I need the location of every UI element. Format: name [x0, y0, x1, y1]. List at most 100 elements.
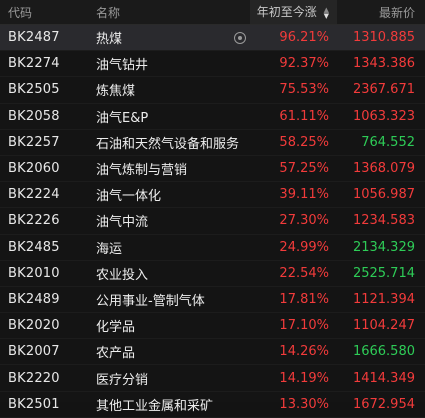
- header-code[interactable]: 代码: [8, 5, 33, 20]
- table-row[interactable]: BK2224 油气一体化 39.11% 1056.987: [0, 182, 425, 209]
- ytd-change: 58.25%: [279, 134, 329, 150]
- sector-name-label: 油气中流: [96, 215, 149, 231]
- latest-price: 1368.079: [352, 161, 415, 177]
- sector-name-label: 医疗分销: [96, 372, 149, 388]
- table-row[interactable]: BK2010 农业投入 22.54% 2525.714: [0, 261, 425, 287]
- latest-price: 1056.987: [352, 187, 415, 203]
- sector-name: 油气一体化: [88, 185, 250, 204]
- sector-name: 农业投入: [88, 264, 250, 283]
- table-row[interactable]: BK2489 公用事业-管制气体 17.81% 1121.394: [0, 287, 425, 314]
- latest-price: 1672.954: [352, 396, 415, 412]
- latest-price: 1104.247: [352, 318, 415, 334]
- sector-name-label: 化学品: [96, 320, 136, 336]
- latest-price: 764.552: [361, 134, 415, 150]
- header-name[interactable]: 名称: [88, 4, 250, 21]
- sector-code: BK2226: [8, 213, 60, 229]
- sector-name: 其他工业金属和采矿: [88, 395, 250, 414]
- table-row[interactable]: BK2058 油气E&P 61.11% 1063.323: [0, 104, 425, 130]
- sector-name: 海运: [88, 238, 250, 257]
- ytd-change: 39.11%: [279, 187, 329, 203]
- table-row[interactable]: BK2007 农产品 14.26% 1666.580: [0, 339, 425, 366]
- latest-price: 1310.885: [352, 30, 415, 46]
- ytd-change: 61.11%: [279, 108, 329, 124]
- latest-price: 2367.671: [352, 82, 415, 98]
- ytd-change: 75.53%: [279, 82, 329, 98]
- table-row[interactable]: BK2257 石油和天然气设备和服务 58.25% 764.552: [0, 130, 425, 156]
- sector-code: BK2224: [8, 187, 60, 203]
- table-row[interactable]: BK2060 油气炼制与营销 57.25% 1368.079: [0, 156, 425, 183]
- ytd-change: 24.99%: [279, 239, 329, 255]
- ytd-change: 17.10%: [279, 318, 329, 334]
- sector-name-label: 石油和天然气设备和服务: [96, 136, 240, 152]
- sector-name: 油气E&P: [88, 107, 250, 126]
- sector-code: BK2257: [8, 134, 60, 150]
- latest-price: 1414.349: [352, 370, 415, 386]
- table-row[interactable]: BK2220 医疗分销 14.19% 1414.349: [0, 365, 425, 392]
- sector-code: BK2501: [8, 396, 60, 412]
- latest-price: 1666.580: [352, 344, 415, 360]
- sector-code: BK2058: [8, 108, 60, 124]
- sector-name: 油气中流: [88, 211, 250, 230]
- table-header: 代码 名称 年初至今涨 ▲ ▼ 最新价: [0, 0, 425, 25]
- latest-price: 1234.583: [352, 213, 415, 229]
- latest-price: 1063.323: [352, 108, 415, 124]
- latest-price: 1121.394: [352, 291, 415, 307]
- sector-name-label: 公用事业-管制气体: [96, 293, 205, 309]
- table-row[interactable]: BK2505 炼焦煤 75.53% 2367.671: [0, 77, 425, 104]
- table-row[interactable]: BK2485 海运 24.99% 2134.329: [0, 235, 425, 261]
- sector-name: 医疗分销: [88, 369, 250, 388]
- sector-name-label: 油气E&P: [96, 110, 149, 126]
- sector-code: BK2060: [8, 161, 60, 177]
- sector-name-label: 海运: [96, 241, 123, 257]
- sector-code: BK2505: [8, 82, 60, 98]
- header-latest-price[interactable]: 最新价: [378, 5, 415, 20]
- sector-code: BK2489: [8, 291, 60, 307]
- header-ytd-change[interactable]: 年初至今涨 ▲ ▼: [250, 0, 337, 24]
- table-body: BK2487 热煤 96.21% 1310.885 BK2274 油气钻井 92.37% 13…: [0, 25, 425, 418]
- ytd-change: 96.21%: [279, 30, 329, 46]
- sector-name: 公用事业-管制气体: [88, 290, 250, 309]
- sector-name: 化学品: [88, 316, 250, 335]
- sector-code: BK2020: [8, 318, 60, 334]
- latest-price: 2525.714: [352, 265, 415, 281]
- sector-name-label: 油气钻井: [96, 58, 149, 74]
- sector-code: BK2485: [8, 239, 60, 255]
- ytd-change: 14.26%: [279, 344, 329, 360]
- sector-name-label: 其他工业金属和采矿: [96, 398, 214, 414]
- sector-name-label: 油气炼制与营销: [96, 163, 188, 179]
- ytd-change: 27.30%: [279, 213, 329, 229]
- table-row[interactable]: BK2487 热煤 96.21% 1310.885: [0, 25, 425, 52]
- sort-arrows-icon: ▲ ▼: [323, 5, 329, 20]
- sector-name-label: 农业投入: [96, 267, 149, 283]
- ytd-change: 13.30%: [279, 396, 329, 412]
- ytd-change: 57.25%: [279, 161, 329, 177]
- sector-code: BK2010: [8, 265, 60, 281]
- sector-name-label: 热煤: [96, 32, 123, 48]
- ytd-change: 92.37%: [279, 56, 329, 72]
- sector-code: BK2274: [8, 56, 60, 72]
- sector-code: BK2220: [8, 370, 60, 386]
- sector-code: BK2007: [8, 344, 60, 360]
- latest-price: 2134.329: [352, 239, 415, 255]
- sector-name: 油气钻井: [88, 54, 250, 73]
- ytd-change: 17.81%: [279, 291, 329, 307]
- ytd-change: 14.19%: [279, 370, 329, 386]
- ytd-change: 22.54%: [279, 265, 329, 281]
- table-row[interactable]: BK2274 油气钻井 92.37% 1343.386: [0, 51, 425, 78]
- header-ytd-change-label: 年初至今涨: [256, 5, 317, 19]
- sector-name: 热煤: [88, 28, 250, 47]
- table-row[interactable]: BK2226 油气中流 27.30% 1234.583: [0, 208, 425, 235]
- sector-name: 油气炼制与营销: [88, 159, 250, 178]
- sector-name: 石油和天然气设备和服务: [88, 133, 250, 152]
- sector-name-label: 油气一体化: [96, 189, 162, 205]
- latest-price: 1343.386: [352, 56, 415, 72]
- table-row[interactable]: BK2501 其他工业金属和采矿 13.30% 1672.954: [0, 392, 425, 418]
- table-row[interactable]: BK2020 化学品 17.10% 1104.247: [0, 313, 425, 340]
- sector-name-label: 农产品: [96, 346, 136, 362]
- header-name-label: 名称: [96, 5, 121, 20]
- sector-name: 炼焦煤: [88, 80, 250, 99]
- sector-name: 农产品: [88, 342, 250, 361]
- target-icon[interactable]: [234, 31, 246, 44]
- sector-code: BK2487: [8, 30, 60, 46]
